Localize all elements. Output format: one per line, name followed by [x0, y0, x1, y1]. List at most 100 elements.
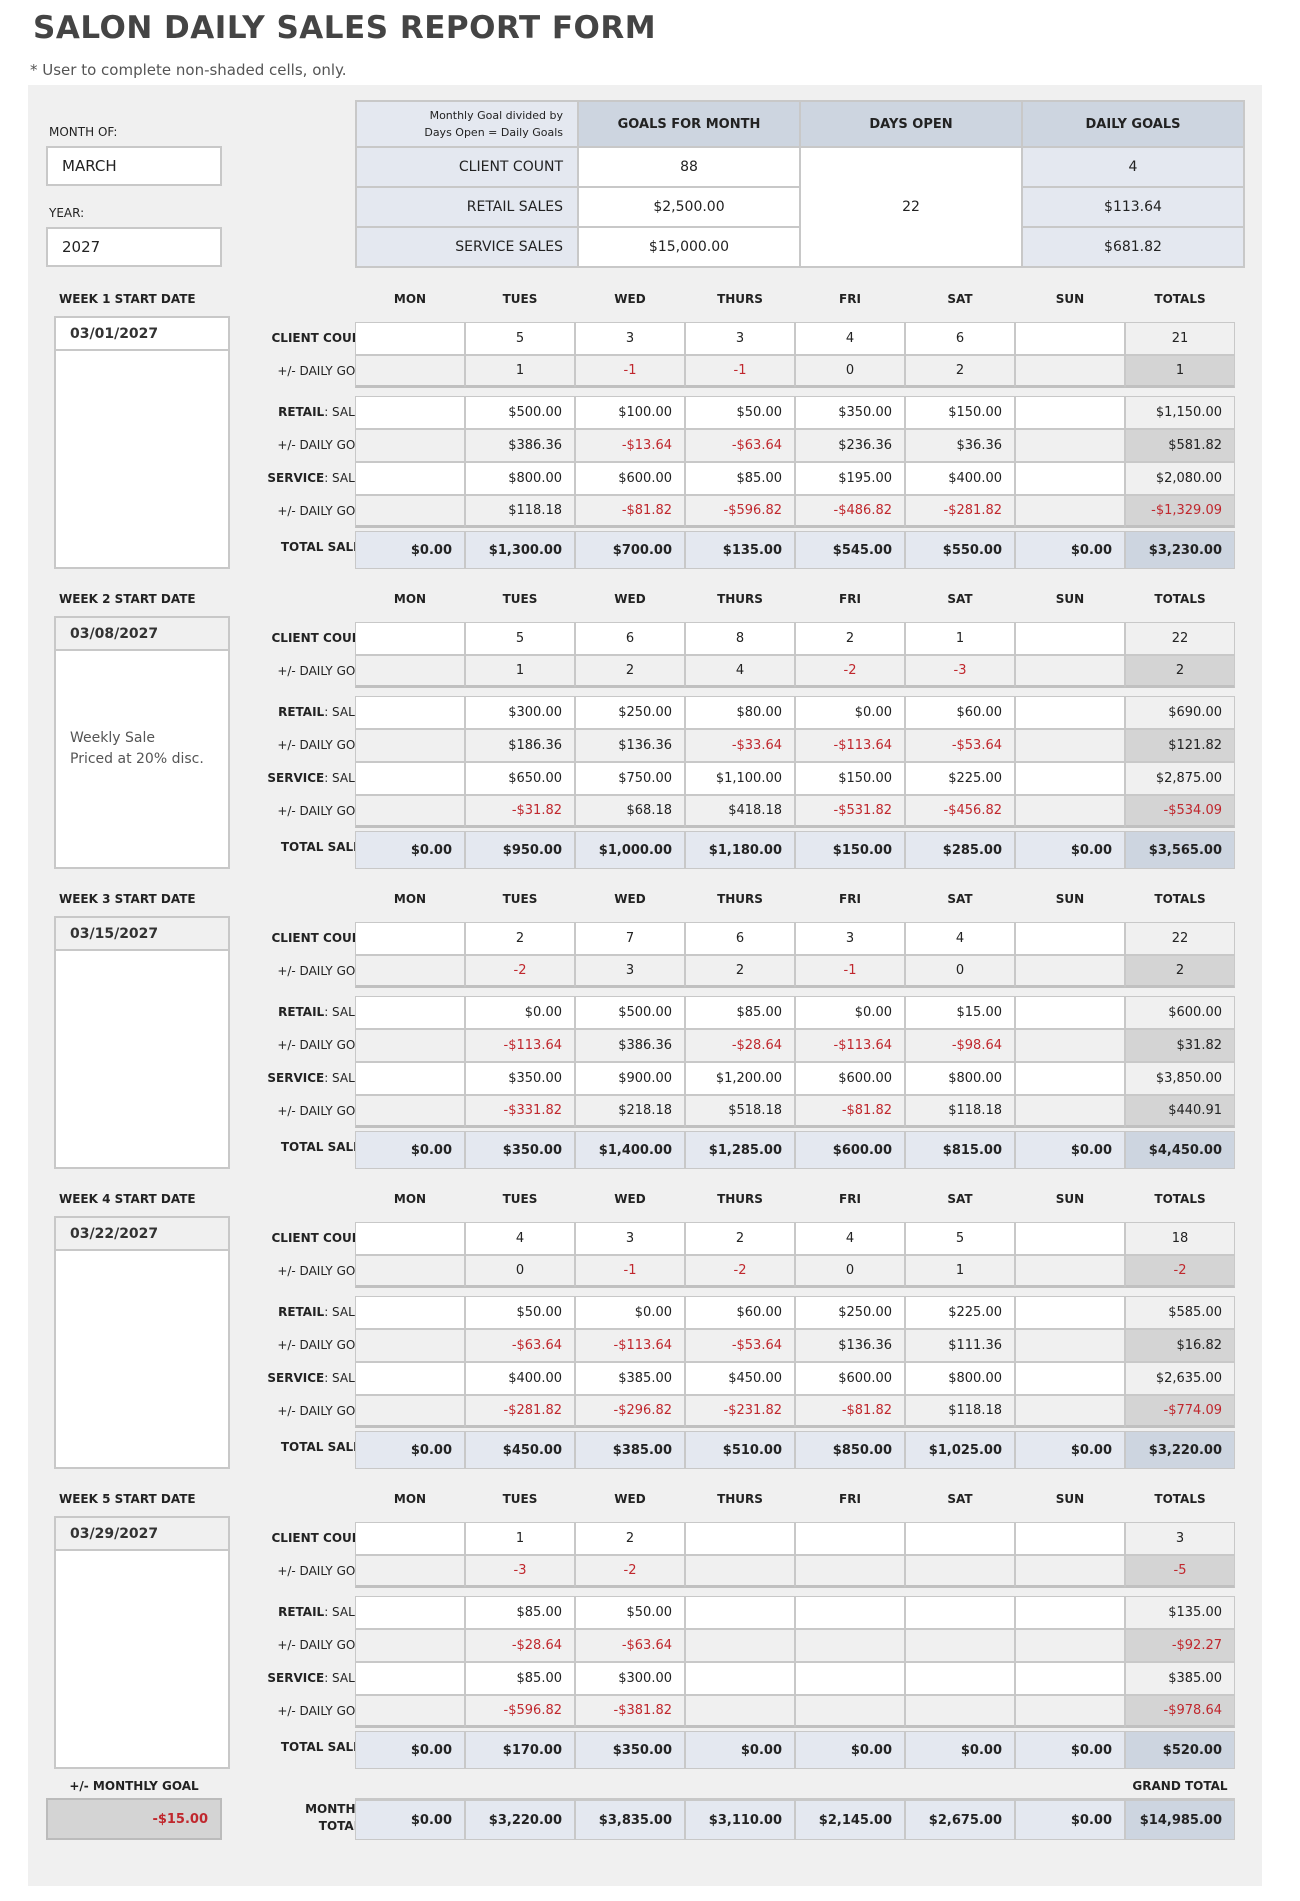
cell-mon[interactable] — [355, 1222, 465, 1255]
week-notes-box[interactable]: 03/29/2027 — [54, 1516, 230, 1769]
cell-thurs[interactable]: 2 — [685, 1222, 795, 1255]
cell-thurs[interactable] — [685, 1522, 795, 1555]
cell-thurs[interactable] — [685, 1662, 795, 1695]
cell-thurs[interactable]: $85.00 — [685, 996, 795, 1029]
cell-fri[interactable]: $350.00 — [795, 396, 905, 429]
cell-sat[interactable]: $225.00 — [905, 762, 1015, 795]
cell-tues[interactable]: 5 — [465, 622, 575, 655]
cell-sat[interactable]: $15.00 — [905, 996, 1015, 1029]
cell-mon[interactable] — [355, 462, 465, 495]
cell-sun[interactable] — [1015, 1596, 1125, 1629]
cell-mon[interactable] — [355, 996, 465, 1029]
cell-sat[interactable]: $400.00 — [905, 462, 1015, 495]
cell-sun[interactable] — [1015, 1522, 1125, 1555]
cell-wed[interactable]: $750.00 — [575, 762, 685, 795]
cell-fri[interactable]: $0.00 — [795, 696, 905, 729]
cell-thurs[interactable]: 6 — [685, 922, 795, 955]
cell-fri[interactable]: $600.00 — [795, 1362, 905, 1395]
week-start-date-field[interactable]: 03/15/2027 — [56, 918, 228, 951]
cell-wed[interactable]: $900.00 — [575, 1062, 685, 1095]
cell-fri[interactable]: $150.00 — [795, 762, 905, 795]
cell-sun[interactable] — [1015, 1296, 1125, 1329]
cell-sun[interactable] — [1015, 1662, 1125, 1695]
cell-fri[interactable]: $250.00 — [795, 1296, 905, 1329]
cell-mon[interactable] — [355, 1062, 465, 1095]
cell-thurs[interactable]: $1,100.00 — [685, 762, 795, 795]
cell-mon[interactable] — [355, 622, 465, 655]
cell-sat[interactable]: $60.00 — [905, 696, 1015, 729]
cell-tues[interactable]: 1 — [465, 1522, 575, 1555]
cell-sat[interactable]: $150.00 — [905, 396, 1015, 429]
cell-fri[interactable] — [795, 1596, 905, 1629]
cell-wed[interactable]: $100.00 — [575, 396, 685, 429]
cell-wed[interactable]: 7 — [575, 922, 685, 955]
cell-tues[interactable]: $50.00 — [465, 1296, 575, 1329]
cell-fri[interactable]: 2 — [795, 622, 905, 655]
cell-tues[interactable]: $350.00 — [465, 1062, 575, 1095]
week-notes-box[interactable]: 03/01/2027 — [54, 316, 230, 569]
cell-fri[interactable] — [795, 1662, 905, 1695]
cell-fri[interactable]: 4 — [795, 322, 905, 355]
cell-wed[interactable]: 6 — [575, 622, 685, 655]
cell-tues[interactable]: $650.00 — [465, 762, 575, 795]
cell-thurs[interactable]: $50.00 — [685, 396, 795, 429]
cell-tues[interactable]: 5 — [465, 322, 575, 355]
cell-tues[interactable]: 2 — [465, 922, 575, 955]
cell-sun[interactable] — [1015, 762, 1125, 795]
cell-sun[interactable] — [1015, 1222, 1125, 1255]
days-open-value[interactable]: 22 — [799, 146, 1023, 268]
cell-sat[interactable] — [905, 1522, 1015, 1555]
month-field[interactable]: MARCH — [46, 146, 222, 186]
cell-tues[interactable]: $500.00 — [465, 396, 575, 429]
week-notes-box[interactable]: 03/15/2027 — [54, 916, 230, 1169]
cell-mon[interactable] — [355, 696, 465, 729]
cell-thurs[interactable]: $1,200.00 — [685, 1062, 795, 1095]
cell-sat[interactable]: 1 — [905, 622, 1015, 655]
cell-mon[interactable] — [355, 1596, 465, 1629]
week-notes-box[interactable]: 03/08/2027 Weekly Sale Priced at 20% disc… — [54, 616, 230, 869]
cell-wed[interactable]: $0.00 — [575, 1296, 685, 1329]
year-field[interactable]: 2027 — [46, 227, 222, 267]
cell-sun[interactable] — [1015, 696, 1125, 729]
client-count-goal[interactable]: 88 — [577, 146, 801, 188]
cell-wed[interactable]: $600.00 — [575, 462, 685, 495]
cell-wed[interactable]: 3 — [575, 1222, 685, 1255]
cell-sat[interactable]: $800.00 — [905, 1062, 1015, 1095]
cell-wed[interactable]: $300.00 — [575, 1662, 685, 1695]
cell-tues[interactable]: 4 — [465, 1222, 575, 1255]
cell-sun[interactable] — [1015, 1362, 1125, 1395]
cell-mon[interactable] — [355, 1522, 465, 1555]
cell-thurs[interactable]: 8 — [685, 622, 795, 655]
service-sales-goal[interactable]: $15,000.00 — [577, 226, 801, 268]
cell-sat[interactable]: 5 — [905, 1222, 1015, 1255]
cell-fri[interactable] — [795, 1522, 905, 1555]
cell-wed[interactable]: $500.00 — [575, 996, 685, 1029]
cell-thurs[interactable] — [685, 1596, 795, 1629]
cell-tues[interactable]: $400.00 — [465, 1362, 575, 1395]
cell-sun[interactable] — [1015, 996, 1125, 1029]
cell-mon[interactable] — [355, 1362, 465, 1395]
cell-fri[interactable]: $0.00 — [795, 996, 905, 1029]
week-note[interactable]: Weekly Sale Priced at 20% disc. — [70, 730, 204, 767]
cell-fri[interactable]: 3 — [795, 922, 905, 955]
retail-sales-goal[interactable]: $2,500.00 — [577, 186, 801, 228]
cell-wed[interactable]: $250.00 — [575, 696, 685, 729]
cell-mon[interactable] — [355, 322, 465, 355]
cell-tues[interactable]: $85.00 — [465, 1662, 575, 1695]
cell-sun[interactable] — [1015, 322, 1125, 355]
cell-wed[interactable]: 2 — [575, 1522, 685, 1555]
cell-thurs[interactable]: $450.00 — [685, 1362, 795, 1395]
cell-thurs[interactable]: $60.00 — [685, 1296, 795, 1329]
cell-wed[interactable]: 3 — [575, 322, 685, 355]
cell-thurs[interactable]: $85.00 — [685, 462, 795, 495]
cell-mon[interactable] — [355, 922, 465, 955]
cell-sun[interactable] — [1015, 922, 1125, 955]
cell-sun[interactable] — [1015, 1062, 1125, 1095]
cell-mon[interactable] — [355, 1296, 465, 1329]
cell-mon[interactable] — [355, 396, 465, 429]
cell-sun[interactable] — [1015, 396, 1125, 429]
cell-wed[interactable]: $385.00 — [575, 1362, 685, 1395]
cell-sat[interactable]: 4 — [905, 922, 1015, 955]
cell-wed[interactable]: $50.00 — [575, 1596, 685, 1629]
cell-tues[interactable]: $300.00 — [465, 696, 575, 729]
